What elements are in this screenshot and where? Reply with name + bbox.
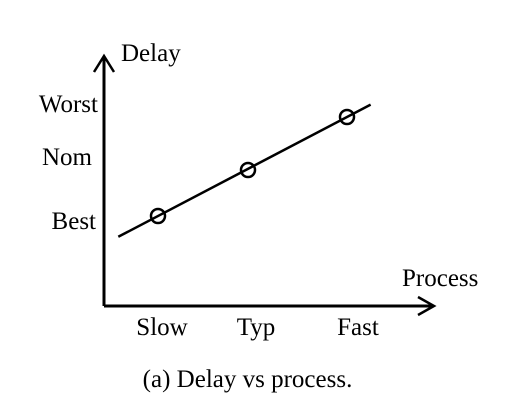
y-tick-best: Best: [52, 208, 97, 235]
axes: [92, 53, 437, 317]
delay-vs-process-chart: Delay Process Best Nom Worst Slow Typ Fa…: [39, 40, 479, 341]
data-point-fast: [338, 108, 356, 126]
y-tick-labels: Best Nom Worst: [39, 91, 98, 235]
data-point-slow: [149, 207, 167, 225]
y-axis-label: Delay: [121, 40, 181, 67]
y-tick-worst: Worst: [39, 91, 98, 118]
x-tick-fast: Fast: [337, 314, 379, 341]
x-tick-slow: Slow: [136, 314, 187, 341]
figure-caption: (a) Delay vs process.: [142, 366, 353, 393]
data-point-typ: [239, 161, 257, 179]
y-tick-nom: Nom: [42, 144, 93, 171]
x-axis-label: Process: [402, 265, 478, 292]
y-axis-arrowhead: [92, 53, 116, 73]
plot-area: [117, 103, 372, 238]
series-line: [117, 103, 372, 238]
x-tick-labels: Slow Typ Fast: [136, 314, 379, 341]
x-axis-arrowhead: [417, 295, 437, 317]
x-tick-typ: Typ: [237, 314, 276, 341]
